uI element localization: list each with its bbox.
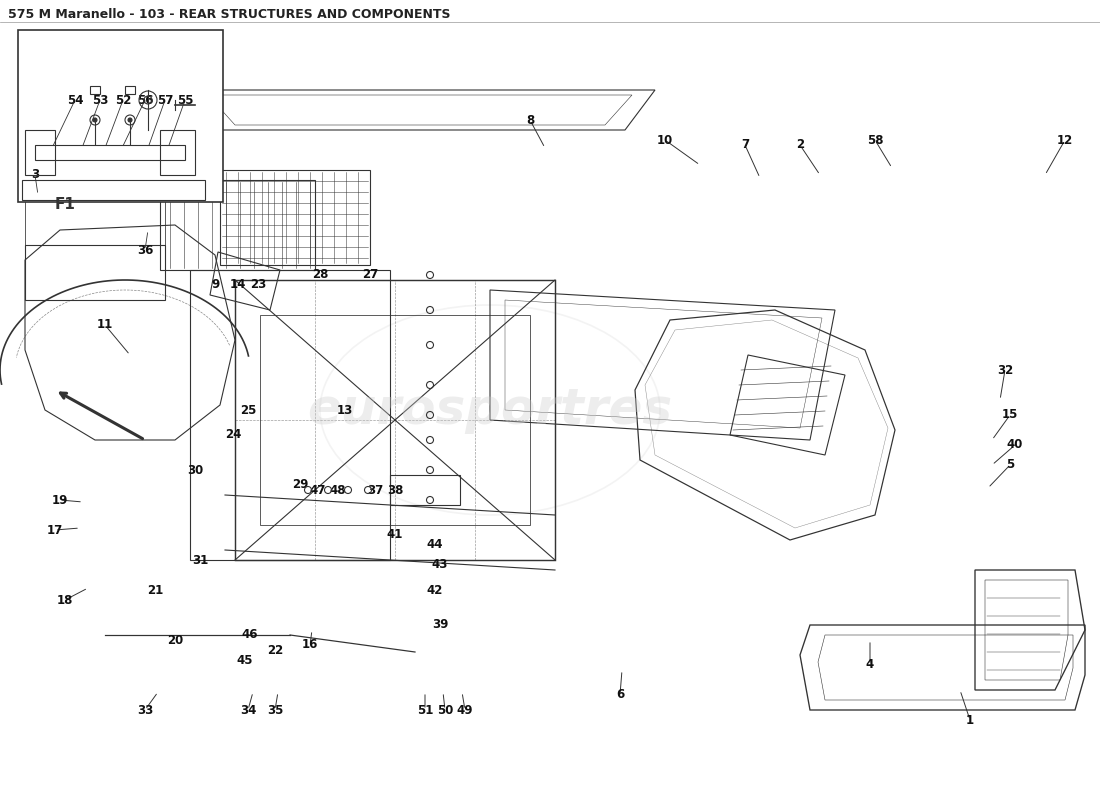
Text: 30: 30 (187, 463, 204, 477)
Text: 38: 38 (387, 483, 404, 497)
Text: F1: F1 (55, 197, 76, 212)
Text: 2: 2 (796, 138, 804, 151)
Text: 46: 46 (242, 629, 258, 642)
Text: 21: 21 (147, 583, 163, 597)
Bar (260, 315, 530, 525)
Text: 8: 8 (526, 114, 535, 126)
Text: 25: 25 (240, 403, 256, 417)
Text: 36: 36 (136, 243, 153, 257)
Text: 24: 24 (224, 429, 241, 442)
Text: 6: 6 (616, 689, 624, 702)
Text: 32: 32 (997, 363, 1013, 377)
Text: 50: 50 (437, 703, 453, 717)
Text: 42: 42 (427, 583, 443, 597)
Text: 7: 7 (741, 138, 749, 151)
Text: 13: 13 (337, 403, 353, 417)
Text: 16: 16 (301, 638, 318, 651)
Text: 12: 12 (1057, 134, 1074, 146)
Text: 3: 3 (31, 169, 40, 182)
Text: 49: 49 (456, 703, 473, 717)
Text: 39: 39 (432, 618, 448, 631)
Text: 41: 41 (387, 529, 404, 542)
Text: eurosportres: eurosportres (307, 386, 672, 434)
Bar (90, 86, 100, 94)
Circle shape (94, 118, 97, 122)
Text: 35: 35 (267, 703, 283, 717)
Text: 34: 34 (240, 703, 256, 717)
Text: 575 M Maranello - 103 - REAR STRUCTURES AND COMPONENTS: 575 M Maranello - 103 - REAR STRUCTURES … (8, 8, 451, 21)
Text: 9: 9 (211, 278, 219, 291)
Bar (235, 280, 556, 560)
Text: 33: 33 (136, 703, 153, 717)
Text: 45: 45 (236, 654, 253, 666)
Text: 43: 43 (432, 558, 448, 571)
Bar (125, 86, 135, 94)
Text: 31: 31 (191, 554, 208, 566)
Text: 54: 54 (67, 94, 84, 106)
Text: 29: 29 (292, 478, 308, 491)
Text: 44: 44 (427, 538, 443, 551)
Text: 28: 28 (311, 269, 328, 282)
Text: 17: 17 (47, 523, 63, 537)
Text: 51: 51 (417, 703, 433, 717)
Text: 48: 48 (330, 483, 346, 497)
Text: 20: 20 (167, 634, 183, 646)
Text: 15: 15 (1002, 409, 1019, 422)
Text: 19: 19 (52, 494, 68, 506)
Text: 57: 57 (157, 94, 173, 106)
Text: 18: 18 (57, 594, 74, 606)
Text: 55: 55 (177, 94, 194, 106)
Bar (18, 30, 223, 202)
Text: 58: 58 (867, 134, 883, 146)
Text: 10: 10 (657, 134, 673, 146)
Text: 37: 37 (367, 483, 383, 497)
Text: 53: 53 (91, 94, 108, 106)
Text: 5: 5 (1005, 458, 1014, 471)
Text: 4: 4 (866, 658, 874, 671)
Text: 23: 23 (250, 278, 266, 291)
Text: 47: 47 (310, 483, 327, 497)
Text: 14: 14 (230, 278, 246, 291)
Circle shape (128, 118, 132, 122)
Text: 27: 27 (362, 269, 378, 282)
Text: 40: 40 (1006, 438, 1023, 451)
Text: 56: 56 (136, 94, 153, 106)
Text: 22: 22 (267, 643, 283, 657)
Text: 11: 11 (97, 318, 113, 331)
Text: 1: 1 (966, 714, 975, 726)
Text: 52: 52 (114, 94, 131, 106)
